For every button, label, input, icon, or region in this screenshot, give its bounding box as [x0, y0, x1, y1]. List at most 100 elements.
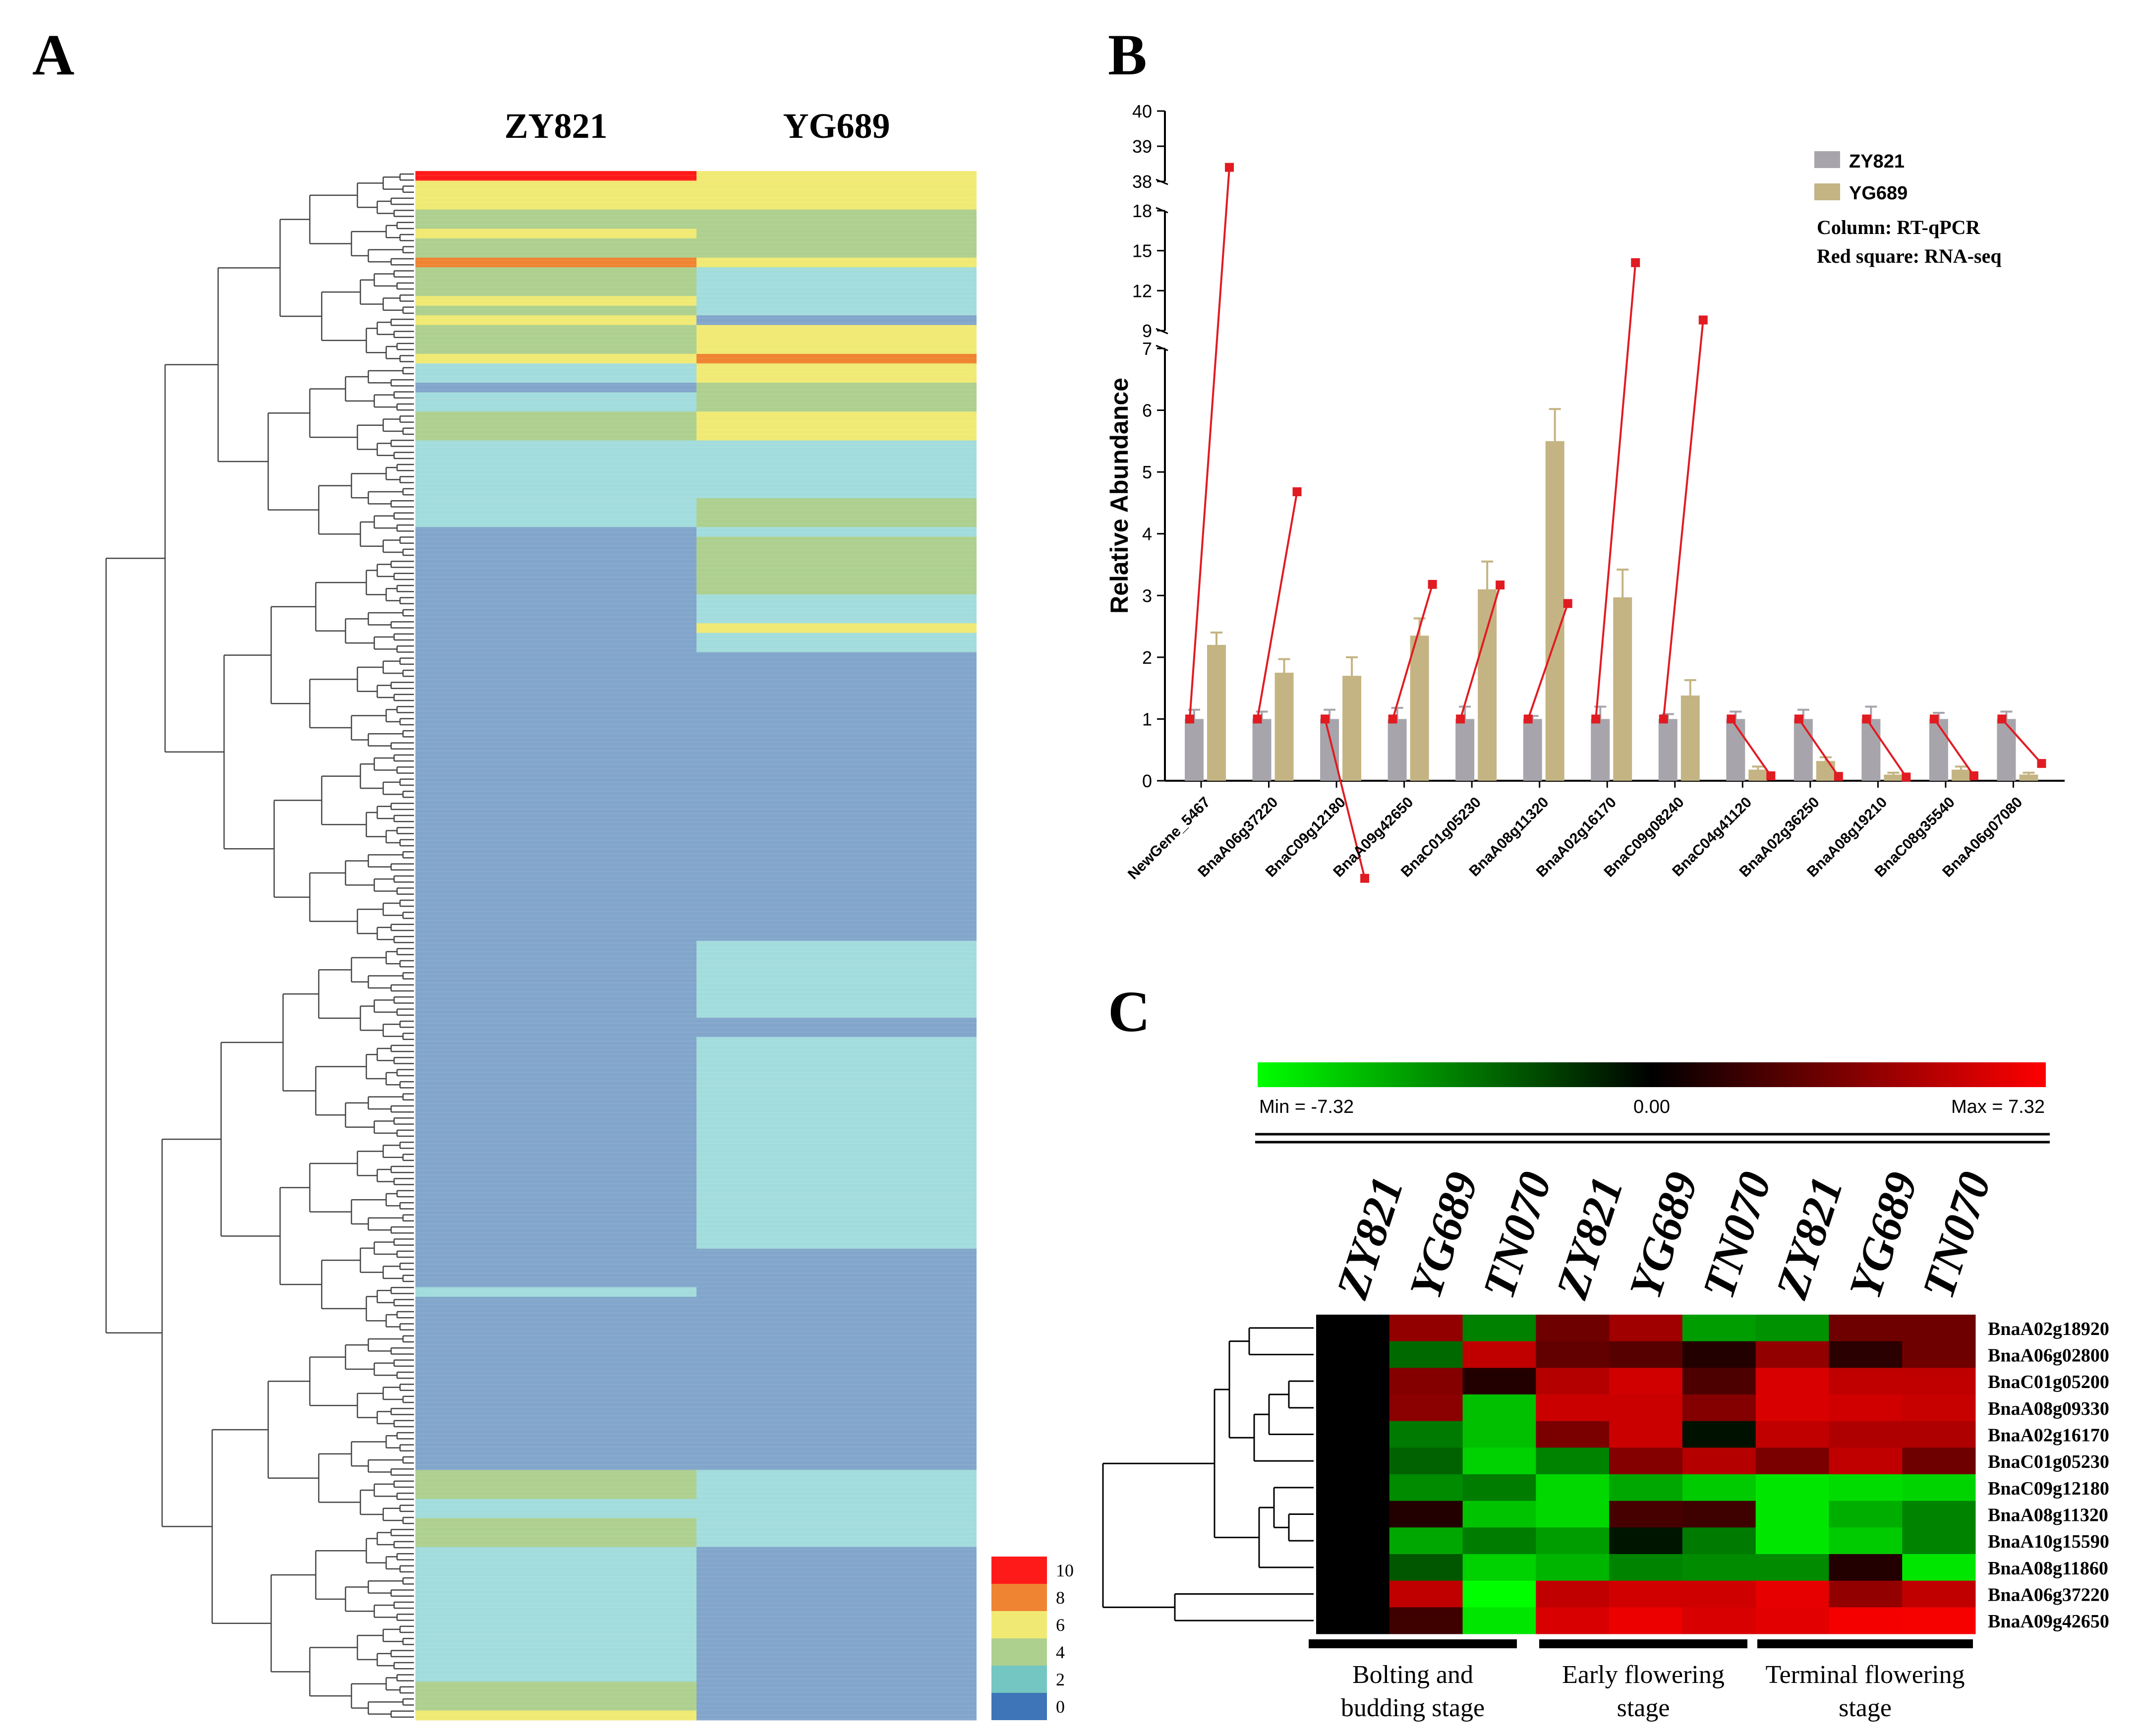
rnaseq-point-zy821 — [1456, 714, 1465, 724]
legend-label: 6 — [1056, 1615, 1065, 1635]
heat-cell-zy821 — [415, 940, 696, 1018]
rnaseq-point-yg689 — [1360, 873, 1370, 883]
heat-cell — [1829, 1527, 1903, 1555]
heat-cell-yg689 — [696, 238, 977, 258]
bar-zy821 — [1455, 719, 1475, 781]
heat-cell — [1609, 1368, 1683, 1395]
legend-label: 8 — [1056, 1588, 1065, 1608]
y-tick-label: 5 — [1142, 462, 1152, 482]
heat-cell — [1755, 1368, 1829, 1395]
heat-cell-zy821 — [415, 1710, 696, 1721]
heat-cell — [1609, 1501, 1683, 1528]
panel-b-rnaseq-lines — [1185, 163, 2046, 883]
bar-yg689 — [1613, 597, 1632, 781]
heat-cell-yg689 — [696, 392, 977, 412]
heat-cell — [1462, 1315, 1536, 1342]
panel-a-color-legend: 10 8 6 4 2 0 — [991, 1557, 1074, 1720]
bar-yg689 — [1342, 676, 1362, 781]
heat-cell — [1536, 1607, 1610, 1634]
heat-cell — [1755, 1421, 1829, 1448]
heat-cell — [1829, 1368, 1903, 1395]
legend-label-zy821: ZY821 — [1849, 151, 1905, 172]
heat-cell-yg689 — [696, 229, 977, 239]
panel-c-color-scale-bar — [1258, 1062, 2046, 1087]
heat-cell-yg689 — [696, 325, 977, 354]
y-tick-label: 12 — [1132, 281, 1152, 301]
heat-cell — [1682, 1394, 1756, 1422]
heat-cell — [1389, 1474, 1463, 1502]
legend-note-rtqpcr: Column: RT-qPCR — [1817, 216, 1981, 238]
heat-cell — [1682, 1421, 1756, 1448]
row-label: BnaA06g02800 — [1988, 1345, 2109, 1366]
heat-cell — [1829, 1421, 1903, 1448]
rnaseq-point-yg689 — [1766, 771, 1776, 781]
rnaseq-point-yg689 — [1496, 580, 1505, 590]
panel-b-y-axis-label: Relative Abundance — [1105, 378, 1133, 614]
heat-cell — [1389, 1394, 1463, 1422]
heat-cell — [1755, 1607, 1829, 1634]
bar-yg689 — [1816, 761, 1835, 781]
heat-cell — [1609, 1447, 1683, 1475]
heat-cell — [1682, 1447, 1756, 1475]
rnaseq-point-zy821 — [1253, 714, 1262, 724]
bar-yg689 — [1410, 636, 1429, 781]
bar-yg689 — [1207, 644, 1226, 781]
legend-label: 4 — [1056, 1642, 1065, 1662]
heat-cell — [1536, 1315, 1610, 1342]
heat-cell — [1682, 1580, 1756, 1608]
stage-bar — [1539, 1639, 1747, 1648]
rnaseq-point-zy821 — [1997, 714, 2007, 724]
heat-cell-yg689 — [696, 363, 977, 383]
bar-zy821 — [1793, 719, 1813, 781]
column-header: ZY821 — [1766, 1171, 1852, 1305]
rnaseq-point-zy821 — [1185, 714, 1194, 724]
heat-cell-zy821 — [415, 498, 696, 527]
panel-c-heatmap-cells — [1316, 1315, 1976, 1634]
heat-cell-zy821 — [415, 267, 696, 296]
heat-cell — [1755, 1580, 1829, 1608]
bar-zy821 — [1523, 719, 1542, 781]
panel-c-stage-groups: Bolting and budding stage Early flowering s… — [1309, 1639, 1973, 1722]
rnaseq-line — [1391, 584, 1434, 719]
column-header: TN070 — [1912, 1166, 2001, 1304]
heat-cell-zy821 — [415, 257, 696, 268]
rnaseq-line — [1933, 718, 1975, 777]
heat-cell — [1316, 1341, 1390, 1368]
heat-cell-zy821 — [415, 527, 696, 537]
panel-a-dendrogram — [105, 173, 414, 1718]
heat-cell-yg689 — [696, 1296, 977, 1470]
heat-cell — [1389, 1315, 1463, 1342]
legend-label: 10 — [1056, 1561, 1074, 1580]
heat-cell — [1389, 1607, 1463, 1634]
heat-cell — [1316, 1368, 1390, 1395]
heat-cell — [1609, 1394, 1683, 1422]
heat-cell — [1829, 1341, 1903, 1368]
heat-cell — [1536, 1527, 1610, 1555]
legend-swatch — [991, 1638, 1047, 1666]
rnaseq-line — [1189, 167, 1230, 719]
rnaseq-point-yg689 — [1292, 487, 1302, 497]
heat-cell — [1389, 1580, 1463, 1608]
panel-c-row-labels: BnaA02g18920 BnaA06g02800 BnaC01g05200 BnaA… — [1988, 1319, 2109, 1632]
y-tick-label: 3 — [1142, 585, 1152, 606]
legend-label: 2 — [1056, 1670, 1065, 1689]
heat-cell — [1755, 1394, 1829, 1422]
rnaseq-point-zy821 — [1794, 714, 1803, 724]
heat-cell — [1682, 1474, 1756, 1502]
rnaseq-point-zy821 — [1929, 714, 1939, 724]
heat-cell — [1829, 1394, 1903, 1422]
heat-cell-yg689 — [696, 1248, 977, 1288]
heat-cell — [1682, 1315, 1756, 1342]
heat-cell — [1462, 1554, 1536, 1581]
heat-cell — [1902, 1554, 1976, 1581]
legend-swatch-zy821 — [1814, 151, 1840, 168]
heat-cell — [1462, 1421, 1536, 1448]
heat-cell-zy821 — [415, 1518, 696, 1548]
heat-cell-zy821 — [415, 652, 696, 941]
heat-cell-yg689 — [696, 411, 977, 441]
heat-cell — [1682, 1554, 1756, 1581]
heat-cell-zy821 — [415, 1018, 696, 1038]
row-label: BnaA08g11860 — [1988, 1558, 2108, 1579]
panel-c-dendrogram — [1102, 1327, 1314, 1621]
